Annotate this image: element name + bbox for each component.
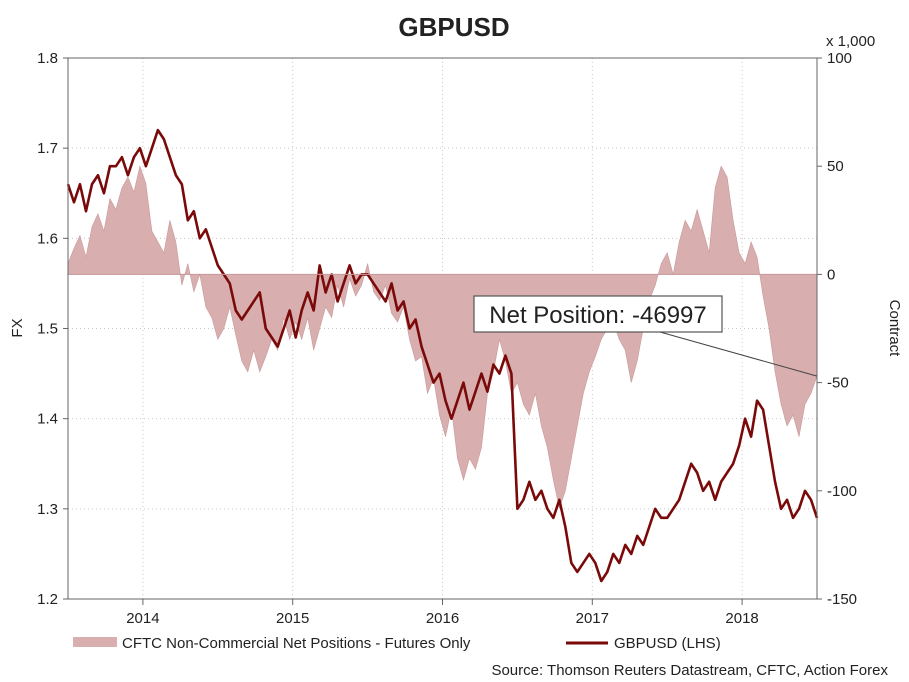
legend-label-gbpusd: GBPUSD (LHS) — [614, 635, 721, 652]
right-tick-label: 100 — [827, 50, 852, 67]
right-axis-ticks: -150 -100 -50 0 50 100 — [817, 50, 857, 608]
right-axis-label: Contract — [886, 300, 903, 358]
left-tick-label: 1.8 — [37, 50, 58, 67]
chart-title: GBPUSD — [398, 12, 509, 42]
left-tick-label: 1.2 — [37, 591, 58, 608]
right-tick-label: 0 — [827, 266, 835, 283]
legend-label-cftc: CFTC Non-Commercial Net Positions - Futu… — [122, 635, 471, 652]
left-tick-label: 1.7 — [37, 140, 58, 157]
net-position-callout: Net Position: -46997 — [473, 295, 818, 377]
left-tick-label: 1.3 — [37, 501, 58, 518]
callout-box — [473, 295, 723, 333]
x-tick-label: 2015 — [276, 610, 309, 627]
callout-leader-line — [659, 331, 818, 377]
right-tick-label: 50 — [827, 158, 844, 175]
gbpusd-line-series — [66, 128, 819, 583]
x-tick-label: 2017 — [576, 610, 609, 627]
x-axis-ticks: 2014 2015 2016 2017 2018 — [126, 599, 759, 627]
x-tick-label: 2018 — [725, 610, 758, 627]
source-note: Source: Thomson Reuters Datastream, CFTC… — [491, 662, 888, 679]
legend-swatch-cftc — [73, 637, 117, 647]
callout-text: Net Position: -46997 — [489, 302, 706, 329]
left-tick-label: 1.5 — [37, 321, 58, 338]
left-tick-label: 1.4 — [37, 411, 58, 428]
x-tick-label: 2016 — [426, 610, 459, 627]
cftc-area — [67, 165, 818, 510]
cftc-area-series — [67, 165, 818, 510]
gbpusd-line — [66, 128, 819, 583]
legend: CFTC Non-Commercial Net Positions - Futu… — [73, 635, 721, 652]
left-tick-label: 1.6 — [37, 230, 58, 247]
x-tick-label: 2014 — [126, 610, 159, 627]
left-axis-label: FX — [9, 318, 26, 337]
right-axis-unit-note: x 1,000 — [826, 33, 875, 50]
right-tick-label: -50 — [827, 375, 849, 392]
left-axis-ticks: 1.2 1.3 1.4 1.5 1.6 1.7 1.8 — [37, 50, 68, 608]
right-tick-label: -150 — [827, 591, 857, 608]
right-tick-label: -100 — [827, 483, 857, 500]
